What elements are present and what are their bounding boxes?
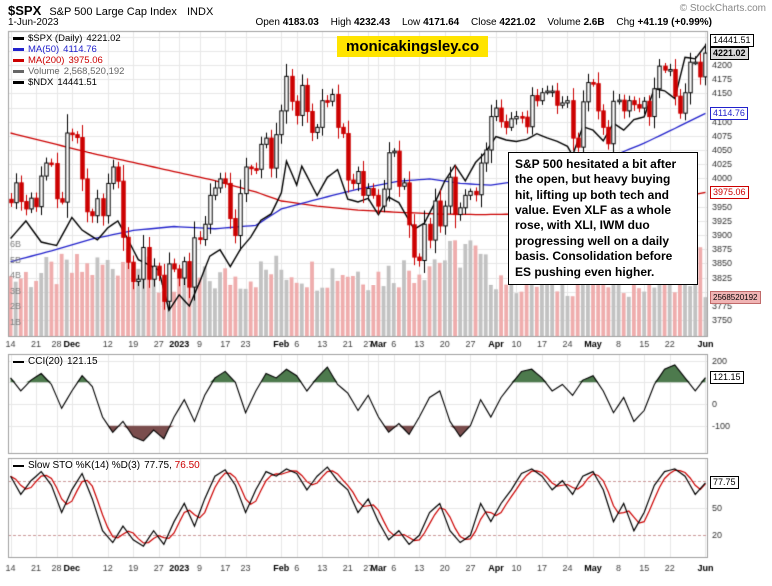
legend-spx: $SPX (Daily) 4221.02 (13, 33, 124, 44)
stochastic-legend: Slow STO %K(14) %D(3) 77.75, 76.50 (13, 460, 200, 471)
sto-line-icon (13, 464, 24, 467)
quote-volume: Volume 2.6B (547, 17, 605, 28)
axis-label-ma200: 3975.06 (710, 186, 749, 199)
chart-date: 1-Jun-2023 (8, 17, 59, 28)
symbol: $SPX (8, 3, 42, 18)
legend-volume: Volume 2,568,520,192 (13, 66, 124, 77)
quote-open: Open 4183.03 (255, 17, 319, 28)
axis-label-volume: 2568520192 (710, 291, 761, 304)
main-legend: $SPX (Daily) 4221.02 MA(50) 4114.76 MA(200… (13, 33, 124, 88)
ma50-line-icon (13, 48, 24, 51)
axis-label-cci: 121.15 (710, 371, 744, 384)
legend-ma50: MA(50) 4114.76 (13, 44, 124, 55)
exchange: INDX (187, 6, 214, 18)
quote-low: Low 4171.64 (401, 17, 460, 28)
quote-row: Open 4183.03 High 4232.43 Low 4171.64 Cl… (246, 17, 768, 28)
legend-ma200: MA(200) 3975.06 (13, 55, 124, 66)
quote-change: Chg +41.19 (+0.99%) (616, 17, 712, 28)
cci-legend: CCI(20) 121.15 (13, 356, 98, 367)
ndx-line-icon (13, 81, 24, 84)
annotation-box: S&P 500 hesitated a bit after the open, … (508, 152, 698, 285)
ma200-line-icon (13, 59, 24, 62)
legend-ndx: $NDX 14441.51 (13, 77, 124, 88)
volume-bars-icon (13, 70, 24, 73)
watermark: monicakingsley.co (337, 36, 489, 57)
quote-header: 1-Jun-2023 Open 4183.03 High 4232.43 Low… (8, 17, 768, 28)
index-name: S&P 500 Large Cap Index (49, 6, 177, 18)
axis-label-sto: 77.75 (710, 476, 739, 489)
chart-header: $SPX S&P 500 Large Cap Index INDX © Stoc… (8, 3, 766, 18)
axis-label-ma50: 4114.76 (710, 107, 748, 120)
copyright: © StockCharts.com (679, 3, 766, 14)
quote-high: High 4232.43 (330, 17, 391, 28)
cci-line-icon (13, 360, 24, 363)
quote-close: Close 4221.02 (471, 17, 536, 28)
axis-label-close: 4221.02 (710, 47, 749, 60)
axis-label-ndx: 14441.51 (710, 34, 754, 47)
candlestick-series-icon (13, 37, 24, 40)
